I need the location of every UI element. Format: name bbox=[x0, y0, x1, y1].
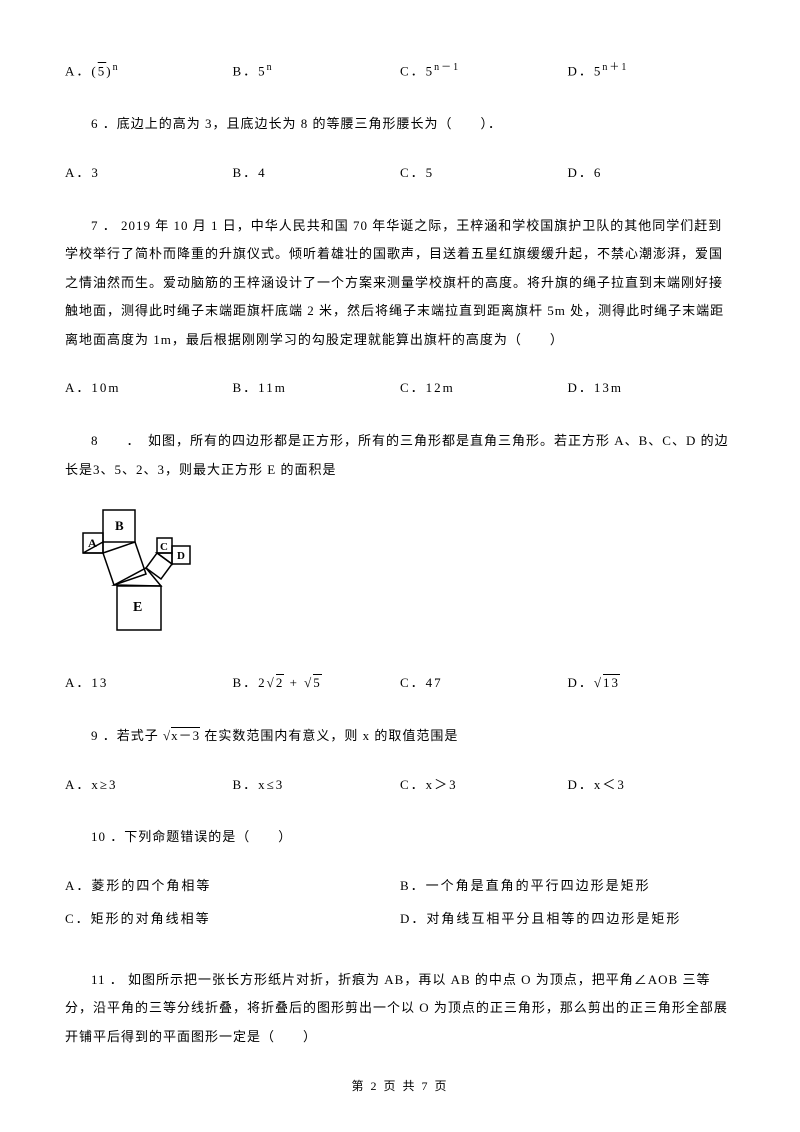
q8-text: 8 ． 如图，所有的四边形都是正方形，所有的三角形都是直角三角形。若正方形 A、… bbox=[65, 427, 735, 484]
q10-opt-c: C．矩形的对角线相等 bbox=[65, 909, 400, 930]
q8-text-content: 8 ． 如图，所有的四边形都是正方形，所有的三角形都是直角三角形。若正方形 A、… bbox=[65, 433, 729, 477]
q11-text: 11 ． 如图所示把一张长方形纸片对折，折痕为 AB，再以 AB 的中点 O 为… bbox=[65, 966, 735, 1052]
q6-text: 6 ．底边上的高为 3，且底边长为 8 的等腰三角形腰长为（ ）． bbox=[65, 110, 735, 139]
q7-options: A．10m B．11m C．12m D．13m bbox=[65, 378, 735, 399]
q8-opt-d: D．√13 bbox=[568, 673, 736, 694]
q6-opt-d: D．6 bbox=[568, 163, 736, 184]
q9-opt-b: B．x≤3 bbox=[233, 775, 401, 796]
q9-opt-d: D．x＜3 bbox=[568, 775, 736, 796]
q7-opt-b: B．11m bbox=[233, 378, 401, 399]
q7-opt-d: D．13m bbox=[568, 378, 736, 399]
svg-text:D: D bbox=[177, 550, 185, 562]
q8-options: A．13 B．2√2 + √5 C．47 D．√13 bbox=[65, 673, 735, 694]
q7-opt-a: A．10m bbox=[65, 378, 233, 399]
svg-text:B: B bbox=[115, 518, 124, 533]
q6-options: A．3 B．4 C．5 D．6 bbox=[65, 163, 735, 184]
q9-options: A．x≥3 B．x≤3 C．x＞3 D．x＜3 bbox=[65, 775, 735, 796]
q7-text: 7 ． 2019 年 10 月 1 日，中华人民共和国 70 年华诞之际，王梓涵… bbox=[65, 212, 735, 355]
q9-opt-a: A．x≥3 bbox=[65, 775, 233, 796]
q8-figure: B A C D E bbox=[75, 508, 735, 645]
q6-opt-b: B．4 bbox=[233, 163, 401, 184]
q7-opt-c: C．12m bbox=[400, 378, 568, 399]
q5-options: A．(5)n B．5n C．5n－1 D．5n＋1 bbox=[65, 60, 735, 82]
q5-opt-d: D．5n＋1 bbox=[568, 60, 736, 82]
q9-text: 9 ．若式子 √x－3 在实数范围内有意义，则 x 的取值范围是 bbox=[65, 722, 735, 751]
q5-opt-a: A．(5)n bbox=[65, 60, 233, 82]
q8-opt-b: B．2√2 + √5 bbox=[233, 673, 401, 694]
svg-text:C: C bbox=[160, 541, 168, 553]
q10-opt-b: B．一个角是直角的平行四边形是矩形 bbox=[400, 876, 735, 897]
q10-opt-d: D．对角线互相平分且相等的四边形是矩形 bbox=[400, 909, 735, 930]
q10-options: A．菱形的四个角相等 B．一个角是直角的平行四边形是矩形 C．矩形的对角线相等 … bbox=[65, 876, 735, 942]
q10-opt-a: A．菱形的四个角相等 bbox=[65, 876, 400, 897]
q9-opt-c: C．x＞3 bbox=[400, 775, 568, 796]
q5-opt-b: B．5n bbox=[233, 60, 401, 82]
page-footer: 第 2 页 共 7 页 bbox=[0, 1077, 800, 1096]
q8-opt-a: A．13 bbox=[65, 673, 233, 694]
q5-opt-c: C．5n－1 bbox=[400, 60, 568, 82]
q8-opt-c: C．47 bbox=[400, 673, 568, 694]
q6-opt-c: C．5 bbox=[400, 163, 568, 184]
svg-text:E: E bbox=[133, 600, 142, 615]
q10-text: 10 ．下列命题错误的是（ ） bbox=[65, 823, 735, 852]
q6-opt-a: A．3 bbox=[65, 163, 233, 184]
